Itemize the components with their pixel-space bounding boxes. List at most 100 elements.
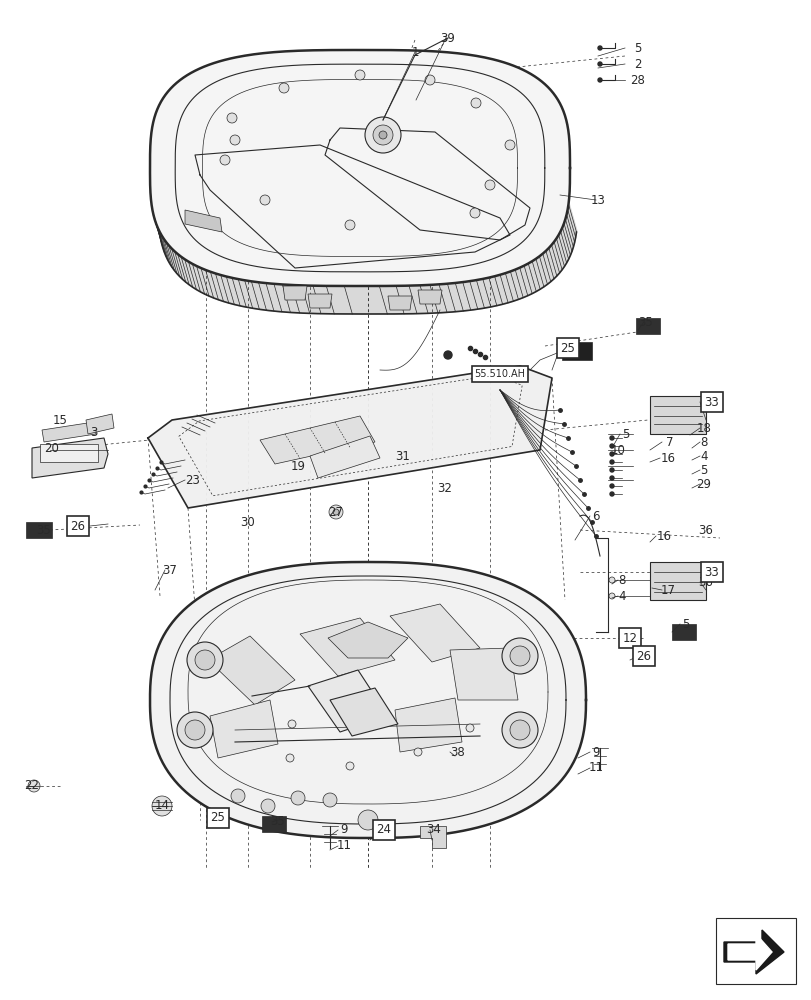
Text: 39: 39	[440, 32, 455, 45]
Circle shape	[358, 810, 378, 830]
Text: 4: 4	[699, 450, 707, 462]
Circle shape	[609, 492, 613, 496]
Polygon shape	[419, 826, 445, 848]
Polygon shape	[394, 698, 461, 752]
Circle shape	[414, 748, 422, 756]
Circle shape	[424, 75, 435, 85]
Circle shape	[28, 780, 40, 792]
Circle shape	[504, 140, 514, 150]
Polygon shape	[649, 396, 705, 434]
Text: 34: 34	[426, 823, 441, 836]
Polygon shape	[299, 618, 394, 676]
Circle shape	[470, 208, 479, 218]
Circle shape	[444, 351, 452, 359]
Text: 27: 27	[328, 506, 343, 518]
Text: 37: 37	[162, 564, 178, 576]
Polygon shape	[307, 294, 332, 308]
Circle shape	[333, 509, 338, 515]
Circle shape	[185, 720, 204, 740]
Circle shape	[285, 754, 294, 762]
Circle shape	[484, 180, 495, 190]
Bar	[561, 342, 591, 360]
Text: 17: 17	[659, 584, 675, 596]
Polygon shape	[310, 436, 380, 478]
Text: 35: 35	[36, 524, 51, 536]
Circle shape	[279, 83, 289, 93]
Text: 13: 13	[590, 194, 605, 207]
Circle shape	[509, 720, 530, 740]
Circle shape	[597, 78, 601, 82]
Polygon shape	[32, 438, 108, 478]
Text: 26: 26	[636, 650, 650, 662]
Text: 25: 25	[210, 811, 225, 824]
Polygon shape	[260, 416, 375, 464]
Circle shape	[609, 460, 613, 464]
Polygon shape	[329, 688, 397, 736]
Bar	[672, 624, 695, 640]
Bar	[715, 918, 795, 984]
Polygon shape	[389, 604, 479, 662]
Bar	[635, 318, 659, 334]
Circle shape	[345, 220, 354, 230]
Circle shape	[328, 505, 342, 519]
Text: 25: 25	[560, 342, 575, 355]
Polygon shape	[727, 934, 771, 970]
Circle shape	[501, 638, 538, 674]
Text: 38: 38	[450, 746, 465, 758]
Circle shape	[345, 762, 354, 770]
Text: 15: 15	[53, 414, 67, 426]
Circle shape	[609, 476, 613, 480]
Circle shape	[509, 646, 530, 666]
Circle shape	[260, 799, 275, 813]
Circle shape	[466, 724, 474, 732]
Text: 19: 19	[290, 460, 305, 473]
Circle shape	[230, 135, 240, 145]
Text: 5: 5	[699, 464, 707, 477]
Text: 16: 16	[655, 530, 671, 542]
Polygon shape	[307, 670, 388, 732]
Polygon shape	[208, 636, 294, 705]
Text: 22: 22	[24, 779, 40, 792]
Text: 35: 35	[270, 815, 285, 828]
Circle shape	[354, 70, 365, 80]
Circle shape	[609, 444, 613, 448]
Text: 31: 31	[395, 450, 410, 462]
Circle shape	[260, 195, 270, 205]
Circle shape	[597, 62, 601, 66]
Text: 55.510.AH: 55.510.AH	[474, 369, 525, 379]
Polygon shape	[449, 648, 517, 700]
Circle shape	[501, 712, 538, 748]
Text: 20: 20	[45, 442, 59, 454]
Circle shape	[379, 131, 387, 139]
Text: 14: 14	[154, 799, 169, 812]
Text: 35: 35	[637, 316, 653, 328]
Polygon shape	[649, 562, 705, 600]
Bar	[26, 522, 52, 538]
Text: 21: 21	[473, 371, 488, 384]
Circle shape	[177, 712, 212, 748]
Circle shape	[608, 593, 614, 599]
Polygon shape	[283, 286, 307, 300]
Text: 36: 36	[697, 524, 713, 536]
Circle shape	[220, 155, 230, 165]
Text: 18: 18	[696, 422, 710, 434]
Circle shape	[187, 642, 223, 678]
Circle shape	[609, 436, 613, 440]
Text: 33: 33	[704, 566, 719, 578]
Bar	[40, 444, 98, 462]
Circle shape	[609, 468, 613, 472]
Polygon shape	[150, 50, 569, 286]
Polygon shape	[328, 622, 407, 658]
Circle shape	[608, 577, 614, 583]
Bar	[262, 816, 285, 832]
Circle shape	[288, 720, 296, 728]
Text: 8: 8	[699, 436, 707, 448]
Circle shape	[609, 452, 613, 456]
Polygon shape	[723, 930, 783, 974]
Text: 11: 11	[336, 839, 351, 852]
Text: 28: 28	[630, 74, 645, 87]
Text: 16: 16	[659, 452, 675, 464]
Text: 26: 26	[71, 520, 85, 532]
Text: 2: 2	[633, 58, 641, 71]
Circle shape	[470, 98, 480, 108]
